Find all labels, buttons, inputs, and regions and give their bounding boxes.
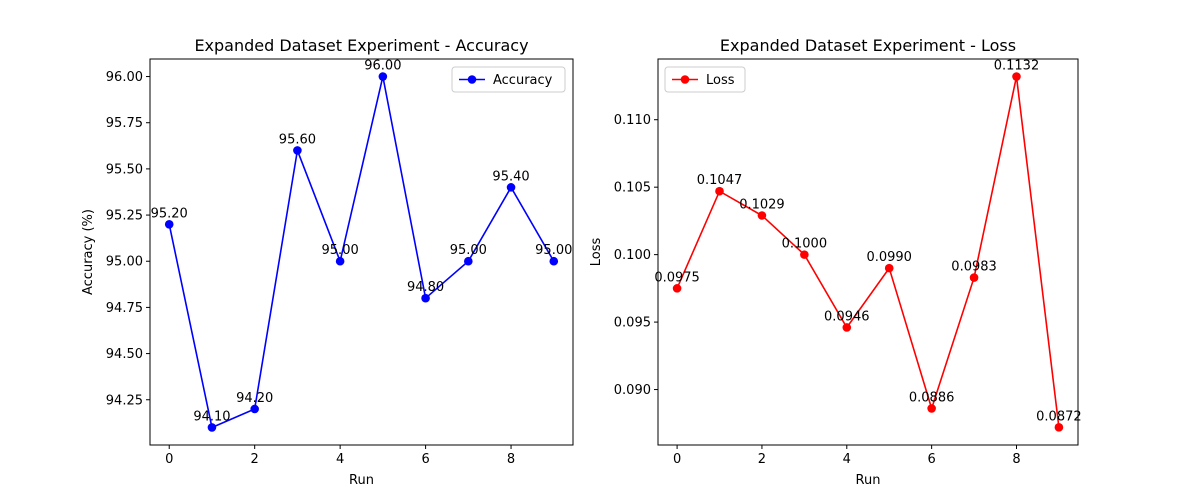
x-tick-label: 8 (1012, 452, 1020, 467)
y-tick-label: 96.00 (106, 70, 143, 85)
y-tick-label: 0.110 (614, 113, 651, 128)
accuracy-chart: Expanded Dataset Experiment - Accuracy 0 2… (81, 36, 574, 488)
x-tick-label: 0 (165, 452, 173, 467)
data-point (884, 263, 894, 273)
data-point (800, 250, 809, 259)
data-label: 0.1047 (697, 173, 743, 188)
data-label: 0.1132 (994, 59, 1040, 74)
y-tick-label: 94.50 (106, 347, 143, 362)
x-tick-label: 4 (336, 452, 344, 467)
data-label: 95.00 (535, 243, 572, 258)
data-label: 0.0983 (951, 260, 997, 275)
data-label: 94.20 (236, 391, 273, 406)
y-tick-label: 95.75 (106, 116, 143, 131)
data-point (164, 219, 174, 229)
series-line (676, 76, 1060, 428)
y-tick-label: 94.25 (106, 393, 143, 408)
y-tick-label: 0.100 (614, 248, 651, 263)
chart-title: Expanded Dataset Experiment - Accuracy (194, 36, 528, 55)
x-tick-label: 6 (927, 452, 935, 467)
data-label: 0.1029 (739, 198, 785, 213)
data-label: 0.0990 (866, 250, 912, 265)
data-label: 0.0886 (909, 390, 955, 405)
data-point (250, 404, 259, 414)
x-tick-label: 4 (843, 452, 851, 467)
legend-box (664, 66, 746, 93)
data-label: 0.0946 (824, 309, 870, 324)
data-point (927, 404, 936, 413)
data-label: 0.0975 (654, 270, 700, 285)
loss-chart: Expanded Dataset Experiment - Loss 0 2 4 6 8 0… (589, 36, 1082, 488)
legend-marker (467, 75, 477, 84)
plot-frame (657, 58, 1079, 446)
data-point (421, 293, 430, 303)
data-point (207, 423, 217, 432)
data-label: 95.20 (151, 206, 188, 221)
series-line (168, 76, 555, 429)
data-label: 94.80 (407, 280, 444, 295)
data-point (549, 256, 559, 266)
data-point (464, 256, 473, 266)
x-tick-label: 2 (251, 452, 259, 467)
y-tick-label: 0.095 (614, 316, 651, 331)
legend-entry: Accuracy (493, 73, 553, 88)
x-tick-label: 6 (421, 452, 429, 467)
y-axis-label: Loss (589, 238, 604, 267)
data-label: 95.00 (322, 243, 359, 258)
y-tick-label: 95.50 (106, 162, 143, 177)
data-point (293, 146, 302, 155)
y-tick-label: 0.105 (614, 181, 651, 196)
y-tick-label: 0.090 (614, 383, 651, 398)
legend-marker (680, 75, 690, 84)
x-tick-label: 8 (507, 452, 515, 467)
data-point (378, 72, 388, 81)
plot-frame (149, 58, 574, 446)
data-label: 0.1000 (782, 237, 828, 252)
y-tick-label: 94.75 (106, 301, 143, 316)
data-label: 94.10 (193, 409, 230, 424)
data-point (335, 256, 345, 266)
data-label: 0.0872 (1036, 409, 1082, 424)
y-tick-label: 95.00 (106, 255, 143, 270)
data-label: 95.40 (492, 169, 529, 184)
data-label: 95.00 (450, 243, 487, 258)
data-point (1012, 72, 1021, 81)
data-label: 96.00 (364, 59, 401, 74)
data-point (842, 323, 852, 332)
y-axis-label: Accuracy (%) (81, 209, 96, 295)
data-point (506, 183, 516, 192)
legend-box (451, 66, 566, 93)
legend-entry: Loss (706, 73, 735, 88)
data-point (757, 211, 767, 220)
y-tick-label: 95.25 (106, 209, 143, 224)
x-axis-label: Run (349, 473, 374, 488)
data-point (672, 284, 682, 293)
chart-title: Expanded Dataset Experiment - Loss (720, 36, 1016, 55)
data-point (969, 273, 979, 282)
x-axis-label: Run (856, 473, 881, 488)
data-point (715, 186, 724, 196)
data-point (1054, 423, 1064, 432)
x-tick-label: 2 (758, 452, 766, 467)
data-label: 95.60 (279, 132, 316, 147)
x-tick-label: 0 (673, 452, 681, 467)
